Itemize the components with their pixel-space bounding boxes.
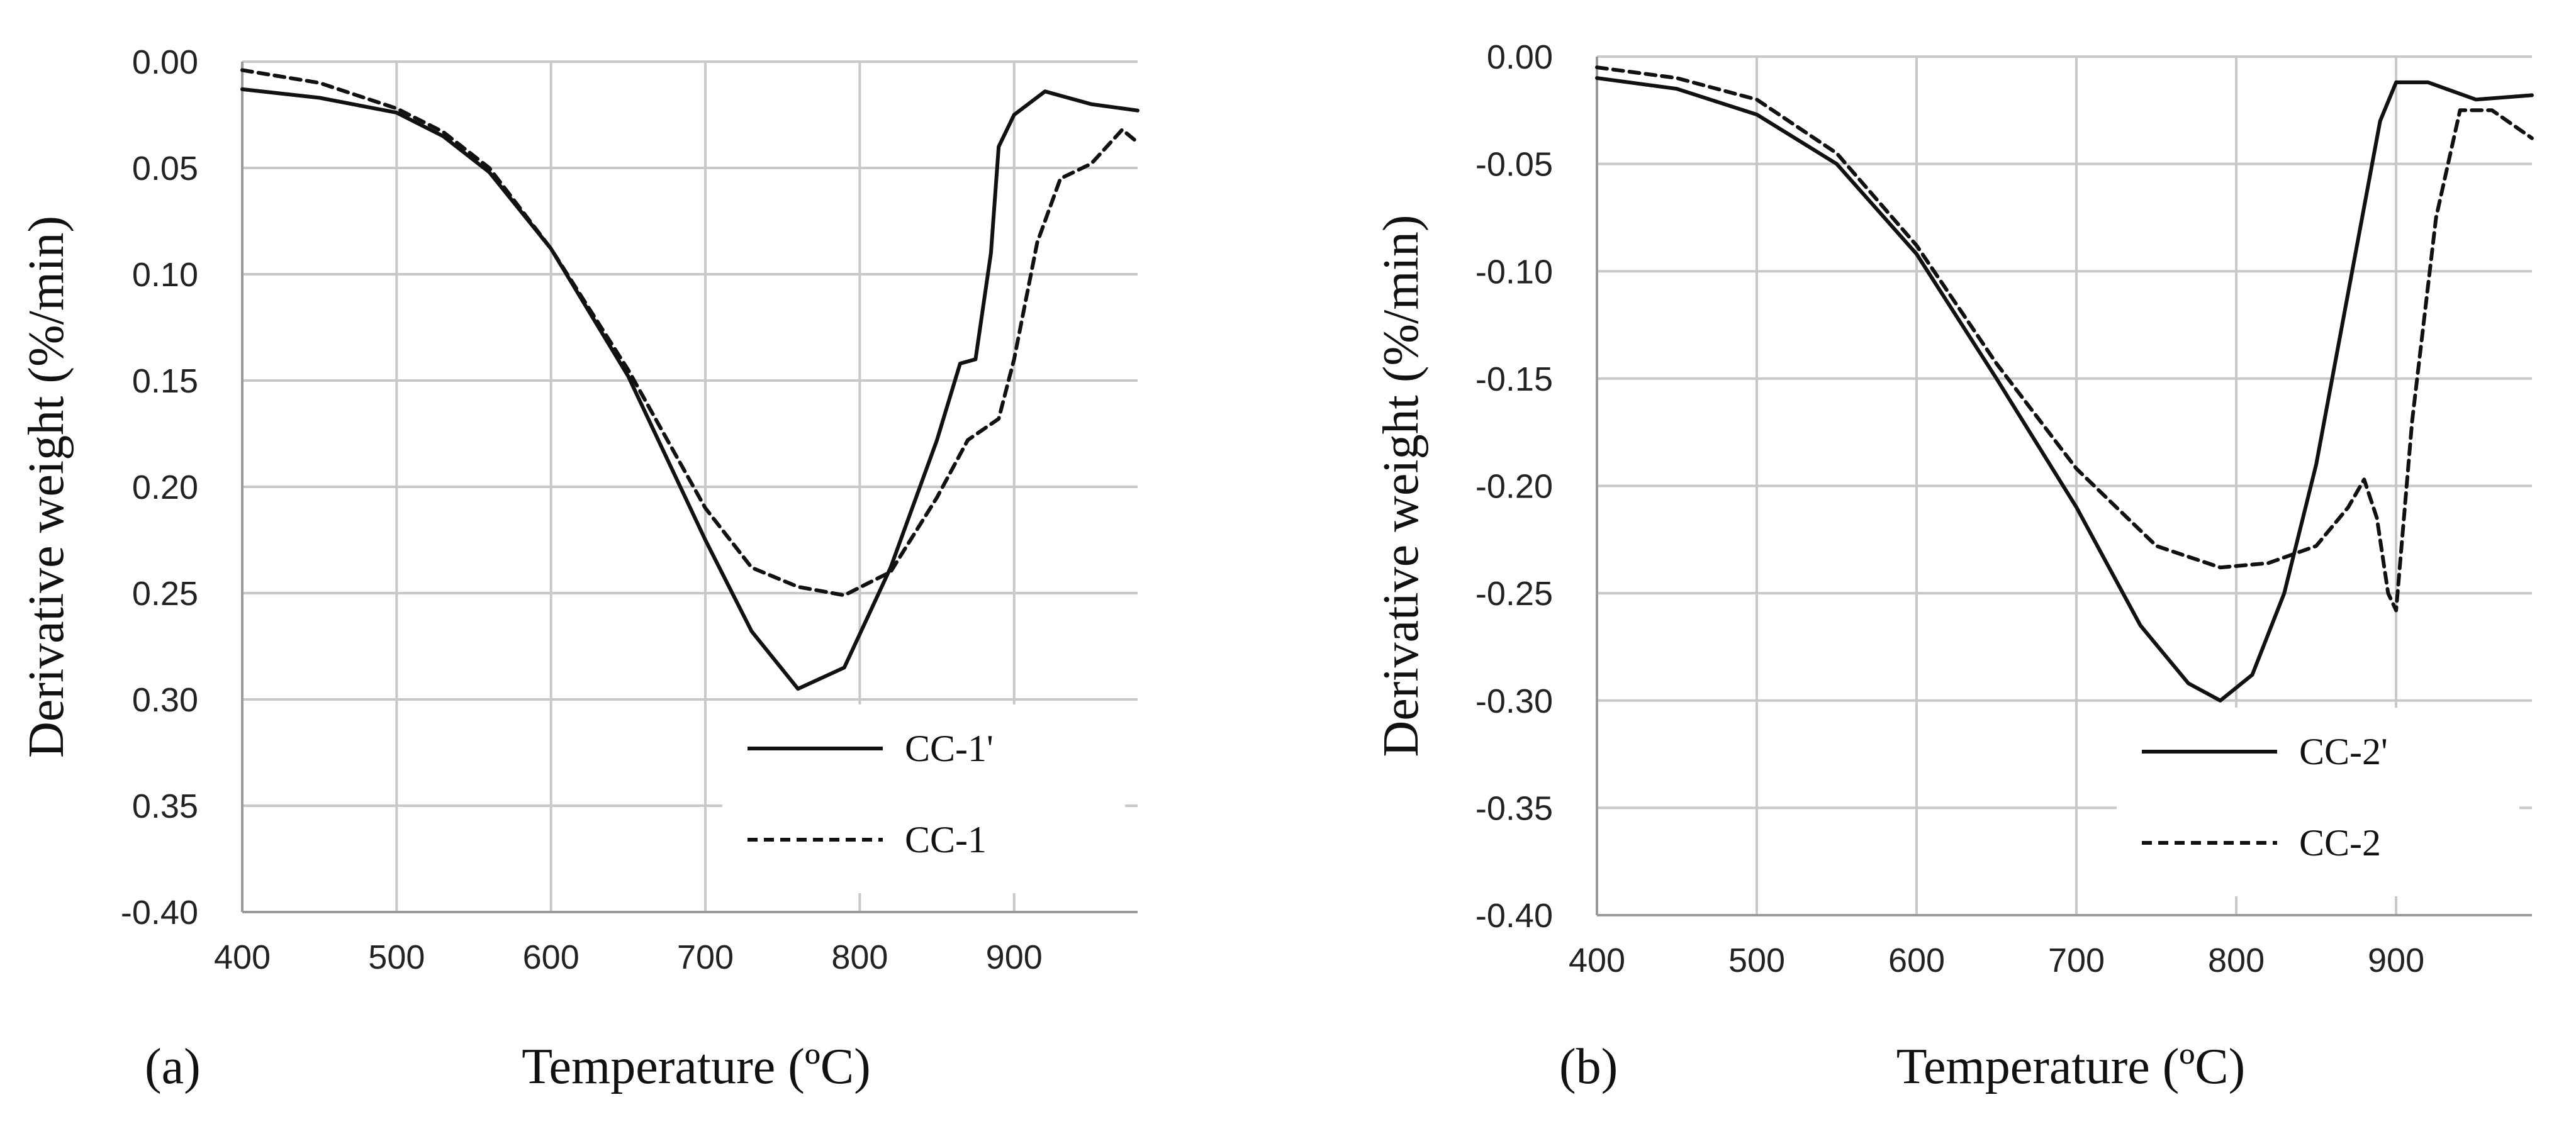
y-tick-label: -0.40	[121, 894, 198, 932]
y-tick-label: 0.10	[132, 256, 198, 294]
x-tick-label: 500	[368, 938, 425, 976]
y-tick-label: 0.35	[132, 787, 198, 825]
legend-box	[2117, 708, 2519, 896]
series-line-cc-1	[240, 87, 1140, 691]
x-tick-label: 700	[677, 938, 734, 976]
panel-label: (a)	[145, 1039, 201, 1094]
y-tick-label: 0.05	[132, 150, 198, 187]
y-tick-label: -0.35	[1476, 789, 1553, 827]
legend-label: CC-1'	[905, 728, 994, 769]
panel-b-chart: 0.00 -0.05 -0.10 -0.15 -0.20 -0.25 -0.30 -0.35 -…	[1374, 38, 2534, 1094]
x-tick-label: 600	[1888, 942, 1945, 979]
y-tick-label: 0.15	[132, 362, 198, 400]
x-tick-label: 800	[2208, 942, 2265, 979]
legend-label: CC-2'	[2299, 731, 2388, 772]
x-tick-label: 900	[986, 938, 1043, 976]
y-tick-label: -0.05	[1476, 146, 1553, 184]
y-tick-label: 0.25	[132, 575, 198, 613]
x-tick-label: 800	[831, 938, 888, 976]
y-tick-label: -0.25	[1476, 575, 1553, 613]
y-tick-label: 0.00	[1487, 38, 1553, 76]
series-line-cc-2	[1595, 76, 2534, 703]
y-tick-label: 0.30	[132, 681, 198, 719]
x-tick-label: 500	[1728, 942, 1785, 979]
x-axis-title: Temperature (ºC)	[522, 1039, 871, 1094]
y-axis-title: Derivative weight (%/min)	[1374, 215, 1429, 757]
x-tick-label: 900	[2368, 942, 2424, 979]
y-tick-label: -0.30	[1476, 682, 1553, 720]
x-axis-title: Temperature (ºC)	[1896, 1039, 2246, 1094]
y-tick-label: 0.20	[132, 469, 198, 506]
y-tick-label: -0.15	[1476, 360, 1553, 398]
x-tick-label: 700	[2048, 942, 2105, 979]
y-tick-label: 0.00	[132, 43, 198, 81]
y-tick-label: -0.10	[1476, 253, 1553, 291]
legend-box	[722, 704, 1125, 893]
series-line-cc-1	[240, 68, 1140, 598]
y-tick-label: -0.20	[1476, 468, 1553, 506]
y-tick-label: -0.40	[1476, 897, 1553, 935]
legend-label: CC-1	[905, 819, 987, 860]
series-line-cc-2	[1595, 65, 2534, 613]
legend-label: CC-2	[2299, 822, 2381, 864]
y-axis-title: Derivative weight (%/min)	[19, 216, 74, 758]
panel-label: (b)	[1559, 1039, 1618, 1094]
panel-a-chart: 0.00 0.05 0.10 0.15 0.20 0.25 0.30 0.35 -0.40 400…	[19, 43, 1140, 1094]
x-tick-label: 400	[1569, 942, 1625, 979]
x-tick-label: 600	[523, 938, 580, 976]
x-tick-label: 400	[214, 938, 271, 976]
